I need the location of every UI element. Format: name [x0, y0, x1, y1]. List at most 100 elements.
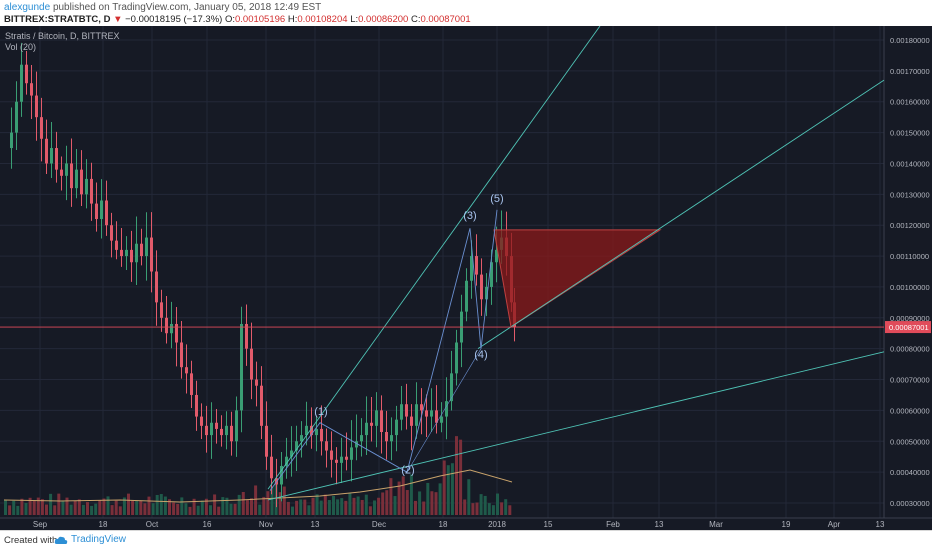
trendline-channel — [477, 79, 885, 350]
volume-bar — [131, 500, 135, 515]
candle-body — [325, 441, 328, 451]
candle-body — [440, 416, 443, 423]
candle-body — [415, 404, 418, 426]
volume-bar — [20, 498, 24, 515]
candle-body — [260, 385, 263, 426]
volume-bar — [307, 505, 311, 515]
chart-area[interactable]: 0.00180000 0.00170000 0.00160000 0.00150000… — [0, 26, 932, 530]
volume-bar — [192, 498, 196, 515]
candle-body — [470, 256, 473, 281]
price-tick-label: 0.00110000 — [890, 252, 929, 261]
candle-body — [60, 169, 63, 176]
volume-bar — [356, 496, 360, 515]
price-tick-label: 0.00080000 — [890, 345, 930, 354]
candle-body — [320, 428, 323, 442]
author-link[interactable]: alexgunde — [4, 2, 51, 13]
candle-body — [85, 178, 88, 195]
candle-body — [150, 237, 153, 272]
candle-body — [235, 410, 238, 442]
change-arrow-icon: ▼ — [113, 14, 123, 25]
volume-bar — [381, 492, 385, 515]
volume-bar — [360, 499, 364, 515]
candle-body — [465, 280, 468, 312]
price-tick-label: 0.00120000 — [890, 221, 930, 230]
volume-bar — [81, 504, 85, 515]
time-tick-label: Mar — [709, 520, 723, 529]
time-tick-label: 2018 — [488, 520, 506, 529]
volume-bar — [426, 482, 430, 515]
volume-bar — [127, 493, 130, 515]
volume-bar — [69, 504, 73, 515]
elliott-wave-path — [269, 209, 498, 491]
volume-bar — [102, 498, 106, 515]
candle-body — [75, 169, 78, 189]
volume-bar — [475, 502, 479, 515]
candle-body — [405, 404, 408, 417]
publish-info: alexgunde published on TradingView.com, … — [4, 2, 321, 13]
volume-bar — [467, 479, 471, 515]
close-value: 0.00087001 — [420, 14, 471, 25]
candle-body — [335, 459, 338, 463]
volume-bar — [442, 460, 446, 515]
candle-body — [390, 435, 393, 442]
time-tick-label: 18 — [99, 520, 108, 529]
candle-body — [310, 425, 313, 436]
volume-bar — [504, 499, 508, 515]
candle-body — [25, 64, 28, 84]
volume-bar — [118, 506, 122, 515]
wave-label: (5) — [490, 193, 503, 205]
volume-bar — [254, 485, 258, 515]
triangle-pattern — [493, 229, 662, 328]
candle-body — [135, 243, 138, 263]
wave-label: (1) — [314, 406, 327, 418]
last-price-badge — [885, 321, 931, 334]
volume-bar — [8, 505, 12, 515]
open-value: 0.00105196 — [235, 14, 286, 25]
candle-body — [205, 425, 208, 436]
time-tick-label: 13 — [655, 520, 664, 529]
candle-body — [420, 404, 423, 411]
candle-body — [120, 249, 123, 257]
volume-bar — [299, 499, 303, 515]
volume-bar — [278, 492, 282, 515]
candle-body — [20, 64, 23, 102]
candle-body — [220, 428, 223, 436]
candle-body — [295, 441, 298, 451]
candle-body — [195, 394, 198, 417]
volume-bar — [401, 476, 405, 515]
price-tick-label: 0.00090000 — [890, 314, 930, 323]
volume-bar — [311, 497, 315, 515]
low-value: 0.00086200 — [358, 14, 409, 25]
volume-bar — [40, 499, 44, 515]
candle-body — [430, 410, 433, 417]
candle-body — [125, 249, 128, 257]
candle-body — [450, 373, 453, 402]
wave-guide — [319, 422, 408, 473]
time-tick-label: Sep — [33, 520, 48, 529]
volume-bar — [344, 500, 348, 515]
volume-bar — [225, 497, 229, 515]
candle-body — [155, 271, 158, 303]
tradingview-logo[interactable]: TradingView — [54, 534, 126, 545]
time-tick-label: 13 — [876, 520, 885, 529]
volume-bar — [258, 504, 262, 515]
candle-body — [340, 456, 343, 463]
volume-bar — [270, 486, 274, 515]
volume-bar — [237, 494, 241, 515]
volume-bar — [204, 498, 208, 515]
candle-body — [240, 323, 243, 411]
volume-bar — [106, 496, 110, 515]
volume-bar — [196, 505, 200, 515]
volume-bar — [24, 503, 28, 515]
volume-bar — [139, 500, 143, 515]
volume-bar — [438, 483, 442, 515]
volume-bar — [221, 497, 225, 515]
publish-text: published on TradingView.com, January 05… — [52, 2, 322, 13]
price-chart[interactable]: 0.00180000 0.00170000 0.00160000 0.00150000… — [0, 26, 932, 530]
volume-bar — [282, 486, 286, 515]
volume-bar — [163, 496, 167, 515]
volume-bar — [110, 505, 114, 515]
volume-bar — [385, 490, 389, 515]
volume-bar — [368, 506, 372, 515]
candle-body — [380, 410, 383, 433]
